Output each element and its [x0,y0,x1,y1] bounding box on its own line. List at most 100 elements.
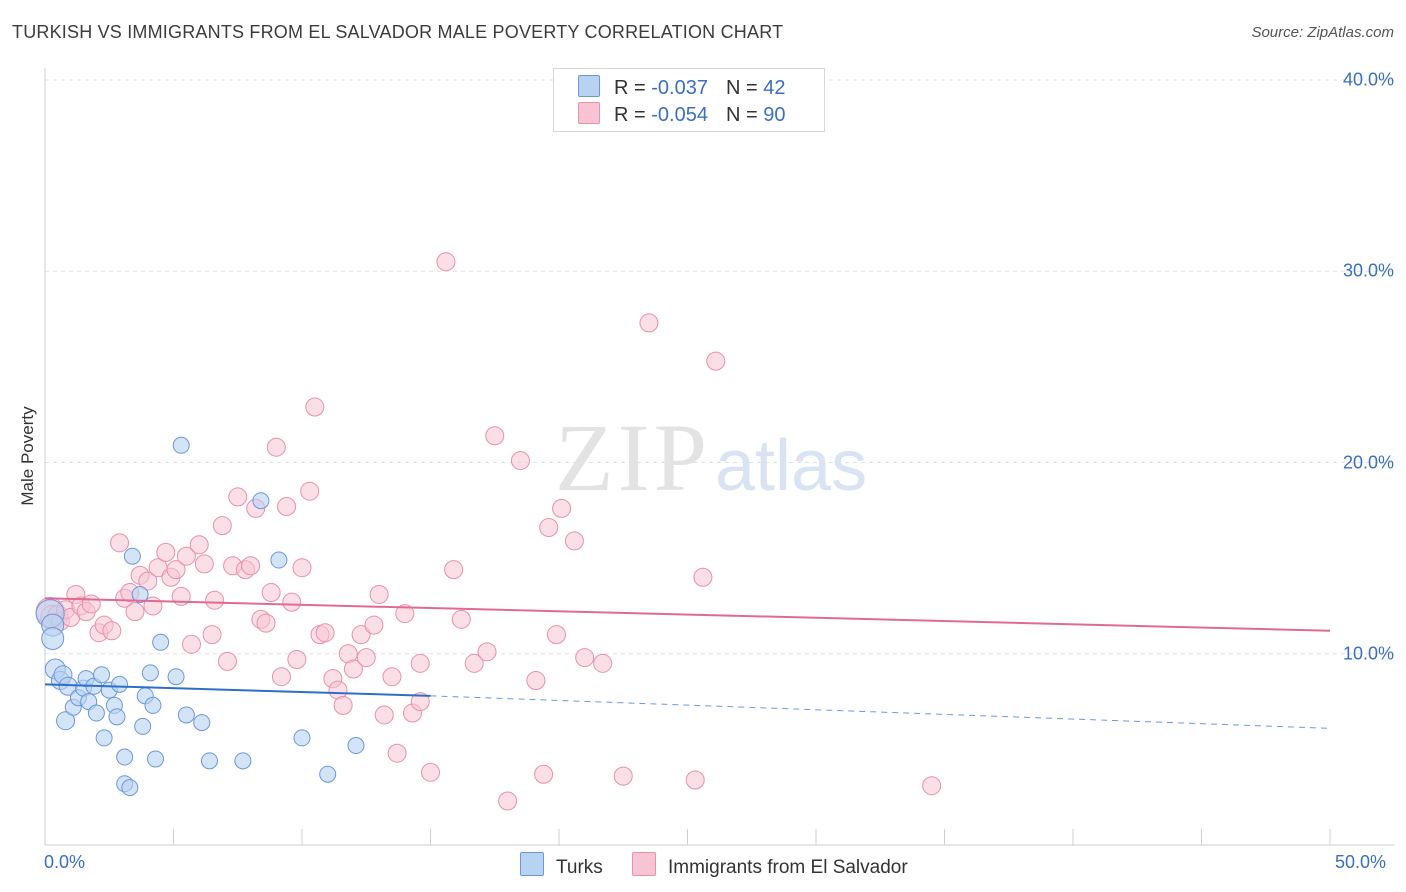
y-tick-label-10: 10.0% [1342,643,1394,664]
salvador-point [102,621,122,641]
salvador-point [510,451,530,471]
salvador-point [364,615,384,635]
salvador-point [498,791,518,811]
legend-salvador-swatch [632,852,656,876]
turks-point [167,668,185,686]
salvador-point [343,659,363,679]
legend-turks[interactable]: Turks [520,852,603,879]
salvador-n-label: N = [725,104,758,126]
salvador-r-label: R = [614,104,646,126]
stats-box: R = -0.037 N = 42 R = -0.054 N = 90 [553,68,825,132]
turks-point [111,675,129,693]
salvador-point [256,613,276,633]
salvador-point [315,623,335,643]
salvador-point [181,634,201,654]
legend-salvador[interactable]: Immigrants from El Salvador [632,852,908,879]
salvador-point [333,695,353,715]
y-tick-label-40: 40.0% [1342,69,1394,90]
salvador-point [639,313,659,333]
salvador-swatch [578,102,600,124]
turks-point [121,779,139,797]
salvador-point [212,516,232,536]
salvador-r-value: -0.054 [651,104,708,126]
salvador-point [202,625,222,645]
y-tick-label-20: 20.0% [1342,452,1394,472]
salvador-point [613,766,633,786]
legend-salvador-label: Immigrants from El Salvador [668,857,908,878]
turks-point [152,633,170,651]
salvador-trend-line [44,597,1331,632]
turks-point [177,706,195,724]
salvador-point [138,571,158,591]
turks-n-label: N = [725,77,758,99]
legend-turks-swatch [520,852,544,876]
turks-swatch [578,75,600,97]
salvador-point [410,653,430,673]
turks-point [41,626,65,650]
salvador-point [552,498,572,518]
stats-row-salvador: R = -0.054 N = 90 [578,102,785,126]
salvador-point [300,481,320,501]
salvador-point [539,518,559,538]
salvador-point [156,542,176,562]
salvador-point [81,594,101,614]
turks-point [123,547,141,565]
trend-lines [44,597,1331,729]
x-tick-min: 0.0% [44,852,86,872]
salvador-point [277,496,297,516]
salvador-point [194,554,214,574]
salvador-point [387,743,407,763]
salvador-point [205,590,225,610]
axes [44,68,1395,846]
salvador-point [305,397,325,417]
salvador-point [189,535,209,555]
turks-point [172,436,190,454]
x-tick-max: 50.0% [1335,852,1387,872]
salvador-point [282,592,302,612]
salvador-point [374,705,394,725]
y-tick-label-30: 30.0% [1342,260,1394,281]
salvador-point [575,648,595,668]
salvador-point [287,649,307,669]
turks-point [141,664,159,682]
watermark-atlas: atlas [715,426,867,506]
salvador-point [217,651,237,671]
watermark-zip: ZIP [555,404,711,511]
turks-trend-line [44,683,431,697]
turks-point [134,717,152,735]
salvador-point [410,692,430,712]
salvador-point [351,625,371,645]
turks-point [293,729,311,747]
turks-n-value: 42 [763,77,786,99]
turks-point [95,729,113,747]
salvador-point [685,770,705,790]
turks-point [93,666,111,684]
salvador-points [35,252,942,811]
turks-point [347,737,365,755]
turks-point [131,585,149,603]
salvador-n-value: 90 [763,104,786,126]
turks-point [144,696,162,714]
salvador-point [382,667,402,687]
salvador-point [125,602,145,622]
turks-point [234,752,252,770]
stats-row-turks: R = -0.037 N = 42 [578,75,785,99]
turks-r-label: R = [614,77,646,99]
salvador-point [564,531,584,551]
salvador-point [421,762,440,782]
salvador-point [451,609,471,629]
salvador-point [166,560,186,580]
turks-point [193,714,211,732]
salvador-point [593,653,613,673]
turks-point [87,704,105,722]
turks-point [252,492,270,510]
turks-point [200,752,218,770]
salvador-point [464,653,484,673]
salvador-point [261,583,281,603]
salvador-point [444,560,464,580]
salvador-point [436,252,456,272]
salvador-point [546,625,566,645]
salvador-point [526,671,546,691]
salvador-point [176,546,196,566]
salvador-point [292,558,312,578]
